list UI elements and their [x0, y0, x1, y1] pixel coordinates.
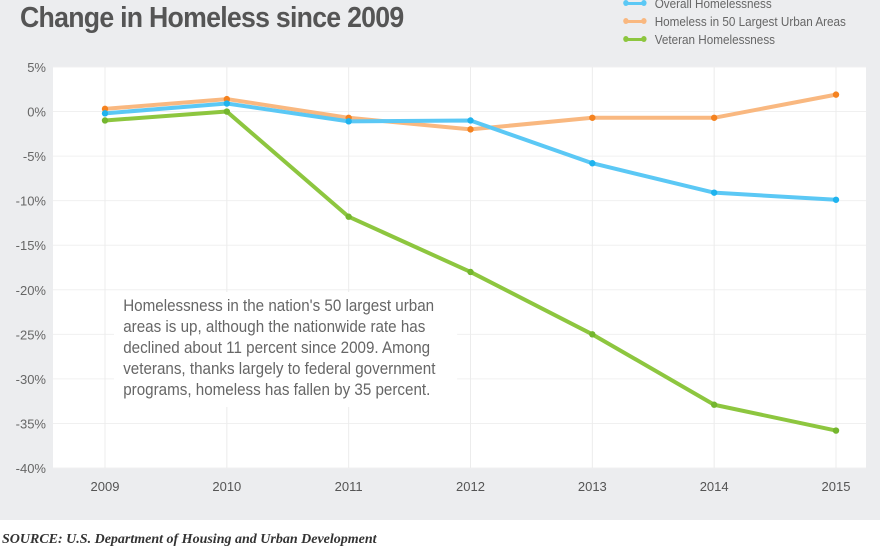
legend-item-urban: Homeless in 50 Largest Urban Areas [623, 12, 846, 30]
y-tick-label: 5% [27, 60, 46, 75]
y-tick-label: -10% [16, 194, 47, 209]
data-point [467, 117, 474, 124]
legend-swatch [623, 0, 647, 6]
data-point [832, 196, 840, 203]
y-tick-label: 0% [27, 105, 46, 120]
legend-swatch [623, 18, 647, 24]
legend: Overall Homelessness Homeless in 50 Larg… [623, 0, 846, 48]
x-tick-label: 2013 [578, 479, 607, 494]
data-point [832, 427, 840, 434]
data-point [101, 110, 109, 117]
y-tick-label: -40% [16, 461, 47, 476]
data-point [589, 160, 596, 167]
data-point [710, 401, 718, 408]
data-point [467, 126, 474, 133]
legend-label: Overall Homelessness [654, 0, 772, 11]
y-tick-label: -35% [16, 416, 47, 431]
x-tick-label: 2014 [700, 479, 729, 494]
legend-swatch [623, 36, 647, 42]
x-tick-label: 2012 [456, 479, 485, 494]
y-tick-label: -25% [16, 327, 47, 342]
data-point [589, 114, 596, 121]
y-tick-label: -15% [16, 238, 47, 253]
data-point [710, 114, 718, 121]
data-point [223, 95, 231, 103]
legend-label: Homeless in 50 Largest Urban Areas [654, 13, 846, 29]
data-point [345, 118, 352, 125]
x-tick-label: 2010 [212, 479, 241, 494]
line-chart: 5% 0% -5% -10% -15% -20% -25% -30% -35% -40% 2009 2… [16, 60, 866, 494]
data-point [101, 117, 109, 124]
y-tick-label: -20% [16, 283, 47, 298]
data-point [101, 105, 109, 113]
y-tick-label: -30% [16, 372, 47, 387]
data-point [467, 268, 474, 276]
legend-label: Veteran Homelessness [654, 31, 776, 47]
data-point [832, 91, 840, 98]
data-point [223, 100, 231, 107]
data-point [345, 213, 352, 220]
source-note: SOURCE: U.S. Department of Housing and U… [2, 532, 377, 547]
y-tick-label: -5% [23, 149, 47, 164]
x-tick-label: 2009 [91, 479, 120, 494]
legend-item-overall: Overall Homelessness [623, 0, 846, 12]
x-tick-label: 2015 [822, 479, 851, 494]
x-tick-label: 2011 [335, 479, 363, 494]
data-point [589, 331, 596, 338]
chart-annotation: Homelessness in the nation's 50 largest … [114, 292, 458, 407]
data-point [223, 108, 231, 115]
legend-item-veteran: Veteran Homelessness [623, 30, 846, 48]
data-point [710, 189, 718, 196]
chart-title: Change in Homeless since 2009 [20, 2, 404, 34]
